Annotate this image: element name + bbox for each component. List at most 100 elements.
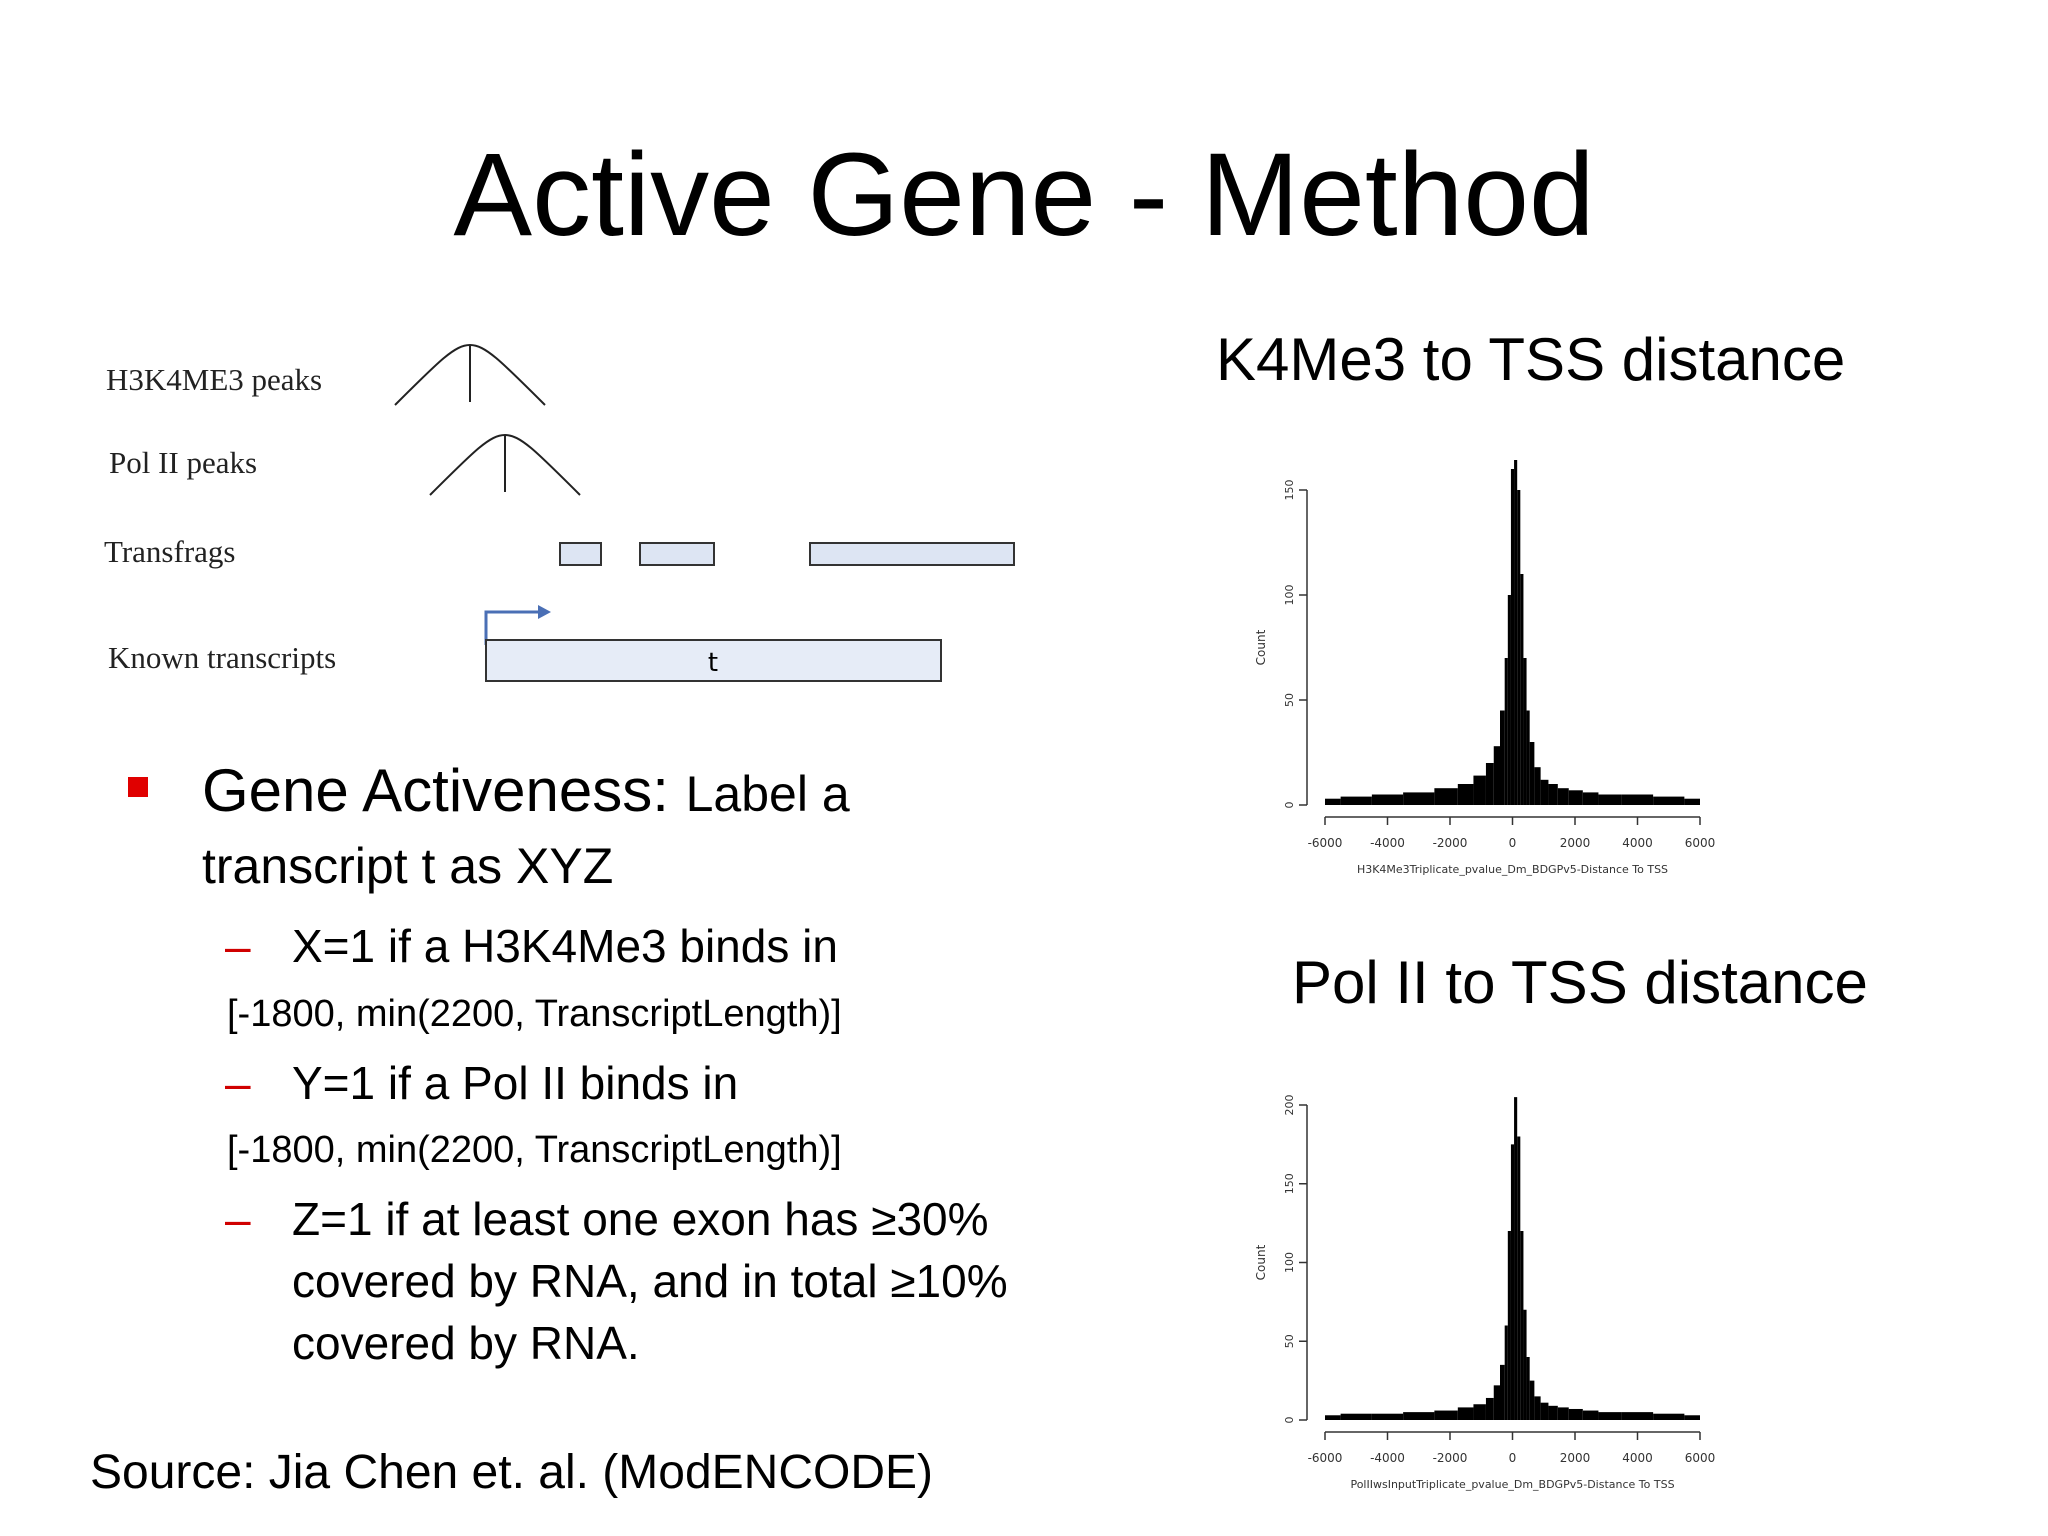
histogram-bar [1548,784,1558,805]
y-axis-label: Count [1254,629,1268,665]
histogram-bar [1526,710,1530,805]
y-tick-label: 200 [1283,1095,1296,1116]
histogram-bar [1340,796,1372,805]
chart-title-pol2: Pol II to TSS distance [1292,949,1868,1016]
histogram-bar [1568,790,1583,805]
y-tick-label: 50 [1283,693,1296,707]
label-h3k4me3-peaks: H3K4ME3 peaks [106,362,323,397]
histogram-bar [1520,1231,1524,1420]
tss-arrowhead [538,605,551,619]
x-tick-label: -6000 [1308,836,1343,850]
sub-bullet-z-line2: covered by RNA, and in total ≥10% [292,1255,1008,1307]
histogram-bar [1500,710,1505,805]
sub-bullet-x: – X=1 if a H3K4Me3 binds in [225,915,1165,977]
histogram-bar [1510,1144,1515,1420]
y-tick-label: 100 [1283,1252,1296,1273]
transfrag-1 [559,542,602,566]
histogram-bar [1434,788,1458,805]
histogram-bar [1457,784,1474,805]
histogram-bar [1507,595,1511,805]
x-tick-label: 0 [1509,1451,1517,1465]
histogram-bar [1371,794,1404,805]
histogram-bar [1493,1385,1500,1420]
histogram-bar [1434,1410,1458,1420]
sub-bullet-x-range: [-1800, min(2200, TranscriptLength)] [227,993,842,1035]
histogram-bar [1684,798,1700,805]
bullet-marker [128,777,148,797]
histogram-bar [1504,658,1508,805]
histogram-bar [1540,779,1549,805]
histogram-bar [1582,792,1599,805]
histogram-bar [1403,792,1435,805]
histogram-bar [1598,1412,1622,1420]
y-tick-label: 0 [1283,1417,1296,1424]
x-tick-label: 4000 [1622,836,1653,850]
known-transcript-box [485,639,942,682]
dash-marker: – [225,1057,251,1109]
sub-bullet-z-line1: Z=1 if at least one exon has ≥30% [292,1193,989,1245]
histogram-bar [1653,1413,1685,1420]
histogram-bar [1529,742,1535,805]
label-pol2-peaks: Pol II peaks [109,445,258,480]
y-axis-label: Count [1254,1244,1268,1280]
histogram-bar [1653,796,1685,805]
histogram-k4me3: -6000 -4000 -2000 0 2000 4000 6000 0 50 100 150 Cou… [1254,460,1715,876]
sub-bullet-x-text: X=1 if a H3K4Me3 binds in [292,920,838,972]
histogram-bar [1517,1136,1521,1420]
x-tick-label: 4000 [1622,1451,1653,1465]
histogram-bar [1548,1405,1558,1420]
histogram-bar [1325,798,1341,805]
x-tick-label: 0 [1509,836,1517,850]
histogram-bar [1403,1412,1435,1420]
x-tick-label: -4000 [1370,836,1405,850]
dash-marker: – [225,920,251,972]
tss-arrow [484,610,545,645]
histogram-bar [1473,1404,1486,1420]
histogram-bar [1621,794,1654,805]
bullet-lead: Gene Activeness: [202,757,669,824]
y-tick-label: 50 [1283,1334,1296,1348]
label-transfrags: Transfrags [104,534,236,569]
histogram-bar [1325,1415,1341,1420]
histogram-bar [1485,1397,1494,1420]
label-known-transcripts: Known transcripts [108,640,337,675]
histogram-bar [1517,490,1521,805]
histogram-bar [1485,763,1494,805]
x-tick-label: 2000 [1560,1451,1591,1465]
histogram-bar [1371,1413,1404,1420]
x-axis-label: H3K4Me3Triplicate_pvalue_Dm_BDGPv5-Dista… [1357,863,1668,876]
histogram-bar [1568,1408,1583,1420]
x-tick-label: 2000 [1560,836,1591,850]
histogram-pol2: -6000 -4000 -2000 0 2000 4000 6000 0 50 100 150 200… [1254,1095,1715,1492]
transfrag-2 [639,542,715,566]
histogram-bar [1514,1097,1518,1420]
histogram-bar [1526,1357,1530,1420]
histogram-bar [1621,1412,1654,1420]
chart-title-k4me3: K4Me3 to TSS distance [1216,326,1846,393]
y-tick-label: 100 [1283,585,1296,606]
histogram-bar [1500,1364,1505,1420]
histogram-bar [1520,574,1524,805]
histogram-bar [1507,1231,1511,1420]
histogram-bar [1523,1309,1527,1420]
histogram-bar [1493,746,1500,805]
bullet-line2: transcript t as XYZ [202,838,614,894]
dash-marker: – [225,1193,251,1245]
slide-title: Active Gene - Method [453,129,1595,261]
y-tick-label: 0 [1283,802,1296,809]
histogram-bar [1340,1413,1372,1420]
histogram-bar [1473,775,1486,805]
sub-bullet-z: – Z=1 if at least one exon has ≥30% cove… [225,1188,1165,1374]
y-tick-label: 150 [1283,480,1296,501]
histogram-bar [1598,794,1622,805]
histogram-bar [1510,469,1515,805]
x-tick-label: -2000 [1433,836,1468,850]
histogram-bar [1529,1380,1535,1420]
x-tick-label: -2000 [1433,1451,1468,1465]
histogram-bar [1684,1415,1700,1420]
sub-bullet-y: – Y=1 if a Pol II binds in [225,1052,1165,1114]
histogram-bar [1540,1402,1549,1420]
histogram-bar [1534,1396,1541,1420]
peak-diagram: t [394,343,1015,682]
